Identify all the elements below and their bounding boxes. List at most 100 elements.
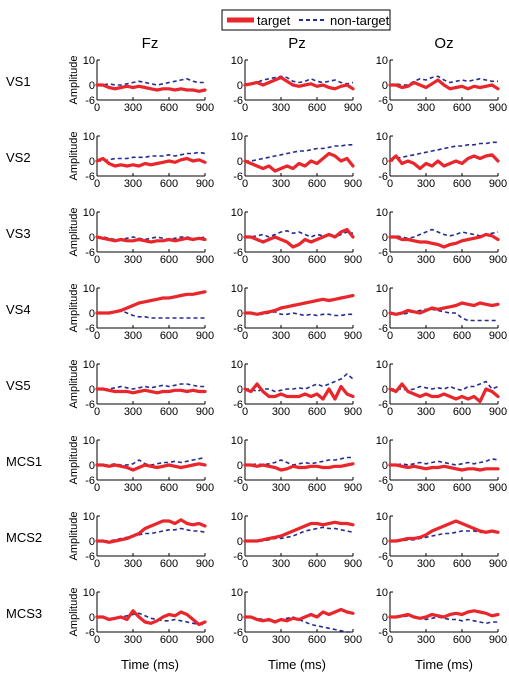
y-tick-label: 0 [89, 80, 95, 92]
legend-target-label: target [257, 13, 291, 28]
x-tick-label: 300 [417, 330, 435, 342]
y-tick-label: 0 [237, 460, 243, 472]
y-tick-label: 10 [376, 587, 388, 599]
y-tick-label: 0 [382, 384, 388, 396]
x-tick-label: 0 [387, 558, 393, 570]
y-tick-label: 0 [382, 460, 388, 472]
x-tick-label: 600 [308, 102, 326, 114]
x-tick-label: 300 [124, 558, 142, 570]
non-target-line [390, 308, 498, 322]
target-line [388, 232, 500, 249]
x-tick-label: 600 [160, 406, 178, 418]
target-line [243, 227, 355, 249]
legend: target non-target [221, 9, 391, 31]
y-tick-label: 10 [83, 131, 95, 143]
x-tick-label: 300 [272, 102, 290, 114]
y-tick-label: 0 [237, 536, 243, 548]
x-tick-label: 900 [196, 406, 214, 418]
x-tick-label: 900 [196, 254, 214, 266]
x-tick-label: 0 [387, 482, 393, 494]
x-tick-label: 0 [242, 178, 248, 190]
x-tick-label: 600 [453, 254, 471, 266]
x-tick-label: 600 [453, 330, 471, 342]
y-tick-label: -6 [378, 551, 388, 563]
y-tick-label: 0 [89, 612, 95, 624]
y-tick-label: 10 [376, 359, 388, 371]
y-tick-label: -6 [233, 247, 243, 259]
x-axis-label-oz: Time (ms) [415, 657, 473, 672]
non-target-line [245, 144, 353, 162]
x-tick-label: 900 [344, 330, 362, 342]
x-tick-label: 0 [242, 254, 248, 266]
x-tick-label: 0 [387, 102, 393, 114]
x-tick-label: 300 [417, 558, 435, 570]
non-target-line [97, 151, 206, 162]
target-line [95, 462, 207, 472]
y-tick-label: 10 [376, 55, 388, 67]
x-tick-label: 0 [242, 102, 248, 114]
y-tick-label: 10 [231, 587, 243, 599]
x-tick-label: 300 [417, 634, 435, 646]
target-line [388, 519, 500, 543]
column-title-oz: Oz [434, 35, 453, 52]
x-tick-label: 600 [160, 482, 178, 494]
y-tick-label: -6 [85, 247, 95, 259]
y-tick-label: 0 [89, 308, 95, 320]
target-line [95, 609, 207, 627]
x-tick-label: 900 [489, 634, 507, 646]
target-line [243, 293, 355, 316]
x-tick-label: 900 [489, 406, 507, 418]
x-tick-label: 600 [308, 558, 326, 570]
target-line [95, 83, 207, 93]
x-axis-labels: Time (ms) Time (ms) Time (ms) [121, 657, 473, 672]
x-tick-label: 0 [94, 634, 100, 646]
non-target-line [389, 141, 498, 162]
x-tick-label: 0 [94, 558, 100, 570]
x-tick-label: 0 [242, 406, 248, 418]
x-tick-label: 300 [124, 634, 142, 646]
target-line [243, 151, 355, 173]
x-tick-label: 0 [387, 254, 393, 266]
y-tick-label: -6 [378, 627, 388, 639]
x-tick-label: 900 [344, 558, 362, 570]
y-axis-label: Amplitude [68, 208, 80, 257]
non-target-line [245, 373, 354, 393]
column-title-pz: Pz [288, 35, 306, 52]
x-tick-label: 600 [160, 634, 178, 646]
non-target-line [97, 78, 205, 86]
y-tick-label: 10 [231, 131, 243, 143]
x-tick-label: 900 [196, 102, 214, 114]
x-tick-label: 900 [196, 330, 214, 342]
row-label: VS3 [6, 226, 31, 241]
x-tick-label: 900 [196, 558, 214, 570]
target-line [95, 518, 207, 544]
x-tick-label: 600 [308, 406, 326, 418]
y-tick-label: 0 [89, 156, 95, 168]
y-tick-label: -6 [233, 475, 243, 487]
y-axis-label: Amplitude [68, 284, 80, 333]
y-tick-label: 10 [376, 131, 388, 143]
target-line [388, 301, 500, 316]
y-tick-label: 10 [231, 359, 243, 371]
y-tick-label: 0 [382, 536, 388, 548]
y-tick-label: -6 [85, 323, 95, 335]
x-tick-label: 0 [387, 406, 393, 418]
x-axis-label-pz: Time (ms) [268, 657, 326, 672]
row-label: VS2 [6, 150, 31, 165]
